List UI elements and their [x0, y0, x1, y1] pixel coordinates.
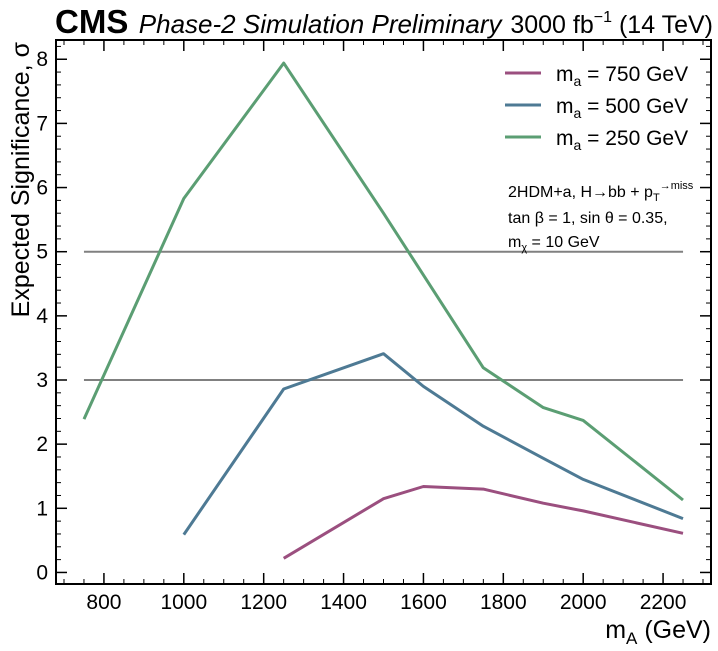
y-tick-labels: 0 1 2 3 4 5 6 7 8	[36, 48, 48, 584]
legend-label-rest: = 750 GeV	[581, 63, 688, 86]
series-line-2	[82, 61, 684, 502]
legend-label-0: ma = 750 GeV	[556, 63, 688, 89]
legend-label-sub: a	[574, 73, 582, 89]
legend-label-2: ma = 250 GeV	[556, 127, 688, 153]
x-tick-labels: 800 1000 1200 1400 1600 1800 2000 2200	[86, 591, 686, 614]
legend-label-main: m	[556, 95, 574, 118]
series-lines	[82, 61, 684, 560]
annotation-line-2: tan β = 1, sin θ = 0.35,	[508, 210, 668, 227]
legend-label-main: m	[556, 127, 574, 150]
y-tick-label: 1	[36, 497, 48, 520]
y-tick-label: 0	[36, 561, 48, 584]
lumi-value: 3000 fb	[510, 11, 593, 39]
x-axis-label-unit: (GeV)	[637, 616, 711, 644]
annotation-line-3: mχ = 10 GeV	[508, 234, 600, 254]
y-tick-label: 8	[36, 48, 48, 71]
annotation-line-3-rest: = 10 GeV	[527, 234, 600, 251]
legend-label-rest: = 500 GeV	[581, 95, 688, 118]
y-tick-label: 2	[36, 433, 48, 456]
y-tick-label: 4	[36, 305, 48, 328]
y-tick-label: 3	[36, 369, 48, 392]
x-tick-label: 1400	[320, 591, 367, 614]
series-line-0	[282, 485, 684, 560]
annotation-line-1: 2HDM+a, H→bb + pT→miss	[508, 180, 694, 204]
reference-lines	[83, 250, 684, 381]
x-tick-label: 1200	[240, 591, 287, 614]
series-line-1	[182, 352, 684, 536]
legend-label-sub: a	[574, 105, 582, 121]
x-axis-label-main: m	[605, 616, 626, 644]
x-tick-label: 2000	[560, 591, 607, 614]
x-tick-label: 1000	[160, 591, 207, 614]
legend-label-sub: a	[574, 137, 582, 153]
axis-ticks	[56, 40, 711, 584]
experiment-label: CMS	[55, 3, 128, 40]
y-tick-label: 5	[36, 241, 48, 264]
x-tick-label: 800	[86, 591, 121, 614]
y-tick-label: 6	[36, 177, 48, 200]
x-tick-label: 1800	[480, 591, 527, 614]
annotation-line-3-main: m	[508, 234, 521, 251]
chart-header: CMS Phase-2 Simulation Preliminary	[55, 3, 504, 40]
x-axis-label-sub: A	[626, 629, 638, 648]
y-tick-label: 7	[36, 112, 48, 135]
x-axis-label: mA (GeV)	[605, 616, 711, 648]
annotation-line-3-sub: χ	[521, 242, 527, 254]
annotation-line-1-text: 2HDM+a, H→bb + p	[508, 184, 653, 201]
model-annotation: 2HDM+a, H→bb + pT→miss tan β = 1, sin θ …	[508, 180, 694, 254]
plot-frame	[55, 39, 712, 585]
energy-label: (14 TeV)	[612, 11, 713, 39]
annotation-line-1-sup: →miss	[660, 180, 694, 192]
status-label: Phase-2 Simulation Preliminary	[139, 9, 504, 39]
legend-label-rest: = 250 GeV	[581, 127, 688, 150]
lumi-exponent: −1	[594, 9, 612, 26]
legend-label-1: ma = 500 GeV	[556, 95, 688, 121]
x-tick-label: 1600	[400, 591, 447, 614]
annotation-line-1-sub: T	[653, 192, 660, 204]
lumi-label: 3000 fb−1 (14 TeV)	[510, 9, 713, 39]
legend-label-main: m	[556, 63, 574, 86]
x-tick-label: 2200	[640, 591, 687, 614]
y-axis-label: Expected Significance, σ	[7, 41, 35, 317]
